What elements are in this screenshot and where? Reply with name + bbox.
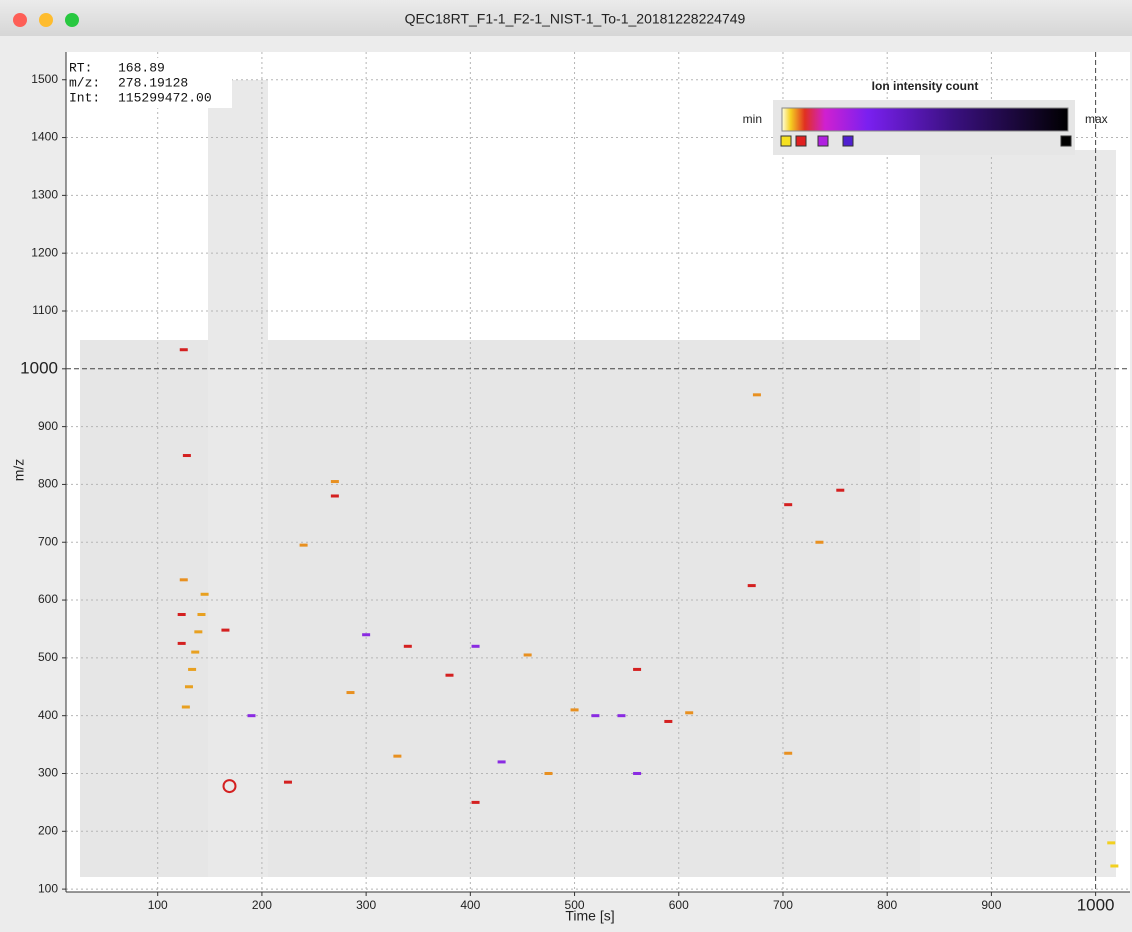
y-tick-label: 300 bbox=[38, 766, 58, 780]
y-tick-label: 500 bbox=[38, 650, 58, 664]
legend-max: max bbox=[1085, 112, 1108, 126]
y-tick-label: 600 bbox=[38, 592, 58, 606]
x-tick-label: 900 bbox=[981, 898, 1001, 912]
signal-background bbox=[208, 80, 268, 877]
peak bbox=[300, 544, 308, 547]
peak bbox=[393, 755, 401, 758]
x-tick-label: 400 bbox=[460, 898, 480, 912]
close-button[interactable] bbox=[13, 13, 27, 27]
peak bbox=[191, 651, 199, 654]
y-tick-label: 900 bbox=[38, 419, 58, 433]
x-tick-label: 700 bbox=[773, 898, 793, 912]
peak bbox=[178, 613, 186, 616]
peak bbox=[544, 772, 552, 775]
peak bbox=[685, 711, 693, 714]
y-axis-title: m/z bbox=[11, 459, 27, 482]
peak bbox=[247, 714, 255, 717]
peak bbox=[617, 714, 625, 717]
peak bbox=[472, 645, 480, 648]
page: {"window": {"title": "QEC18RT_F1-1_F2-1_… bbox=[0, 0, 1132, 927]
peak bbox=[346, 691, 354, 694]
y-tick-label: 800 bbox=[38, 477, 58, 491]
peak bbox=[284, 781, 292, 784]
x-tick-label: 200 bbox=[252, 898, 272, 912]
peak bbox=[633, 772, 641, 775]
peak bbox=[180, 348, 188, 351]
y-tick-label: 200 bbox=[38, 823, 58, 837]
readout-value: 278.19128 bbox=[118, 75, 188, 90]
peak bbox=[472, 801, 480, 804]
peak bbox=[194, 630, 202, 633]
peak bbox=[331, 480, 339, 483]
peak bbox=[445, 674, 453, 677]
peak bbox=[331, 494, 339, 497]
peak bbox=[362, 633, 370, 636]
legend-min: min bbox=[743, 112, 762, 126]
peak bbox=[498, 760, 506, 763]
peak bbox=[524, 653, 532, 656]
x-tick-label: 300 bbox=[356, 898, 376, 912]
y-tick-label: 700 bbox=[38, 534, 58, 548]
signal-background bbox=[920, 150, 1116, 877]
x-tick-label: 500 bbox=[565, 898, 585, 912]
readout-label: RT: bbox=[69, 60, 92, 75]
x-tick-label: 1000 bbox=[1077, 895, 1115, 914]
color-stop[interactable] bbox=[781, 136, 791, 146]
peak bbox=[183, 454, 191, 457]
peak bbox=[748, 584, 756, 587]
peak bbox=[1110, 864, 1118, 867]
peak bbox=[633, 668, 641, 671]
legend-title: Ion intensity count bbox=[872, 79, 979, 93]
peak bbox=[404, 645, 412, 648]
y-tick-label: 100 bbox=[38, 881, 58, 895]
peak bbox=[784, 503, 792, 506]
peak bbox=[591, 714, 599, 717]
window-title: QEC18RT_F1-1_F2-1_NIST-1_To-1_2018122822… bbox=[405, 11, 746, 27]
y-tick-label: 400 bbox=[38, 708, 58, 722]
peak bbox=[178, 642, 186, 645]
color-stop[interactable] bbox=[843, 136, 853, 146]
y-tick-label: 1400 bbox=[31, 130, 58, 144]
app-window: QEC18RT_F1-1_F2-1_NIST-1_To-1_2018122822… bbox=[0, 0, 1132, 927]
minimize-button[interactable] bbox=[39, 13, 53, 27]
peak bbox=[753, 393, 761, 396]
x-tick-label: 800 bbox=[877, 898, 897, 912]
color-stop[interactable] bbox=[796, 136, 806, 146]
peak bbox=[1107, 841, 1115, 844]
peak bbox=[188, 668, 196, 671]
readout-value: 115299472.00 bbox=[118, 90, 212, 105]
readout-value: 168.89 bbox=[118, 60, 165, 75]
zoom-button[interactable] bbox=[65, 13, 79, 27]
readout-label: Int: bbox=[69, 90, 100, 105]
color-scale bbox=[782, 108, 1068, 131]
peak bbox=[197, 613, 205, 616]
peak bbox=[815, 541, 823, 544]
y-tick-label: 1300 bbox=[31, 188, 58, 202]
peak bbox=[221, 629, 229, 632]
color-stop[interactable] bbox=[818, 136, 828, 146]
peak bbox=[182, 706, 190, 709]
y-tick-label: 1500 bbox=[31, 72, 58, 86]
peak bbox=[664, 720, 672, 723]
color-stop[interactable] bbox=[1061, 136, 1071, 146]
x-tick-label: 600 bbox=[669, 898, 689, 912]
peak bbox=[185, 685, 193, 688]
y-tick-label: 1000 bbox=[20, 358, 58, 377]
peak bbox=[836, 489, 844, 492]
peak bbox=[571, 708, 579, 711]
y-tick-label: 1200 bbox=[31, 245, 58, 259]
readout-label: m/z: bbox=[69, 75, 100, 90]
y-tick-label: 1100 bbox=[32, 303, 58, 317]
peak bbox=[201, 593, 209, 596]
peak bbox=[180, 578, 188, 581]
x-tick-label: 100 bbox=[148, 898, 168, 912]
peak bbox=[784, 752, 792, 755]
